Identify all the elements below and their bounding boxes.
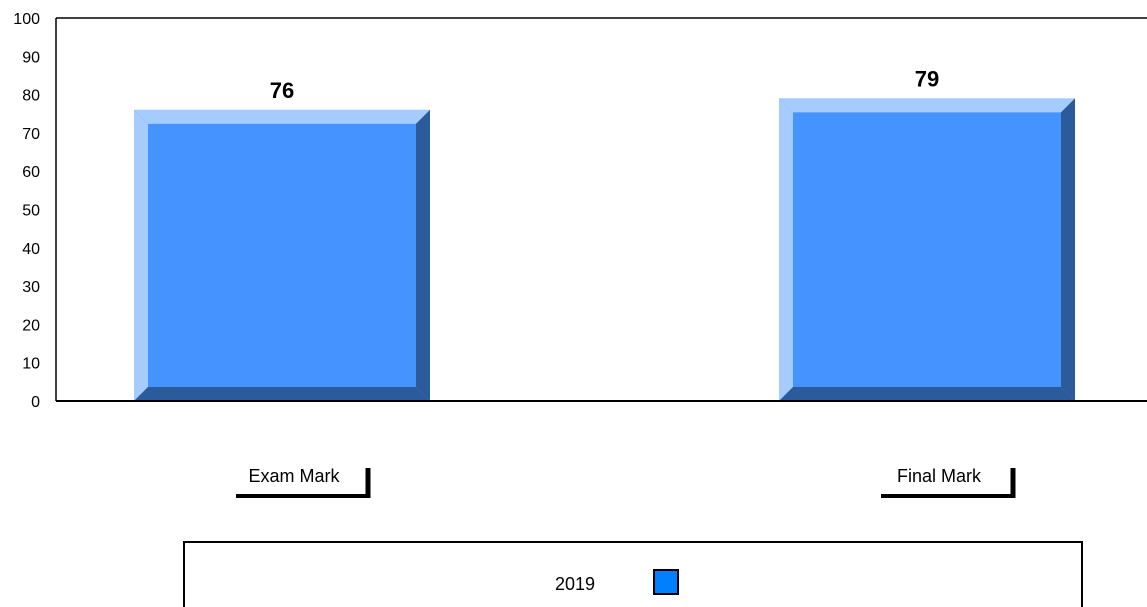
category-label-text: Final Mark [897, 466, 982, 486]
bar-bevel-left [779, 98, 793, 402]
bar-bevel-top [134, 109, 430, 124]
bar-bevel-right [1061, 98, 1075, 402]
y-tick-label: 90 [22, 49, 40, 66]
legend-swatch [653, 569, 679, 595]
bar [779, 98, 1075, 402]
y-tick-label: 50 [22, 203, 40, 220]
bar-chart: 0 10 20 30 40 50 60 70 80 90 100 76 79 Exam Mark Fin… [13, 11, 1147, 498]
bar-bevel-left [134, 109, 148, 402]
bar-body [779, 98, 1075, 402]
data-label: 79 [915, 66, 939, 91]
data-label: 76 [270, 78, 294, 103]
y-tick-label: 80 [22, 88, 40, 105]
y-tick-label: 100 [13, 11, 40, 28]
y-tick-label: 60 [22, 164, 40, 181]
y-tick-label: 10 [22, 356, 40, 373]
legend: 2019 [183, 541, 1083, 607]
bar-bevel-right [416, 109, 430, 402]
bar [134, 109, 430, 402]
category-label-text: Exam Mark [248, 466, 340, 486]
bar-bevel-top [779, 98, 1075, 113]
y-tick-label: 0 [31, 394, 40, 411]
y-tick-label: 70 [22, 126, 40, 143]
y-tick-label: 20 [22, 317, 40, 334]
bar-bevel-bottom [779, 387, 1075, 401]
category-label: Exam Mark [236, 466, 371, 498]
category-label: Final Mark [881, 466, 1016, 498]
y-tick-label: 40 [22, 241, 40, 258]
bar-body [134, 109, 430, 402]
legend-label: 2019 [555, 574, 596, 594]
y-tick-label: 30 [22, 279, 40, 296]
bar-bevel-bottom [134, 387, 430, 401]
